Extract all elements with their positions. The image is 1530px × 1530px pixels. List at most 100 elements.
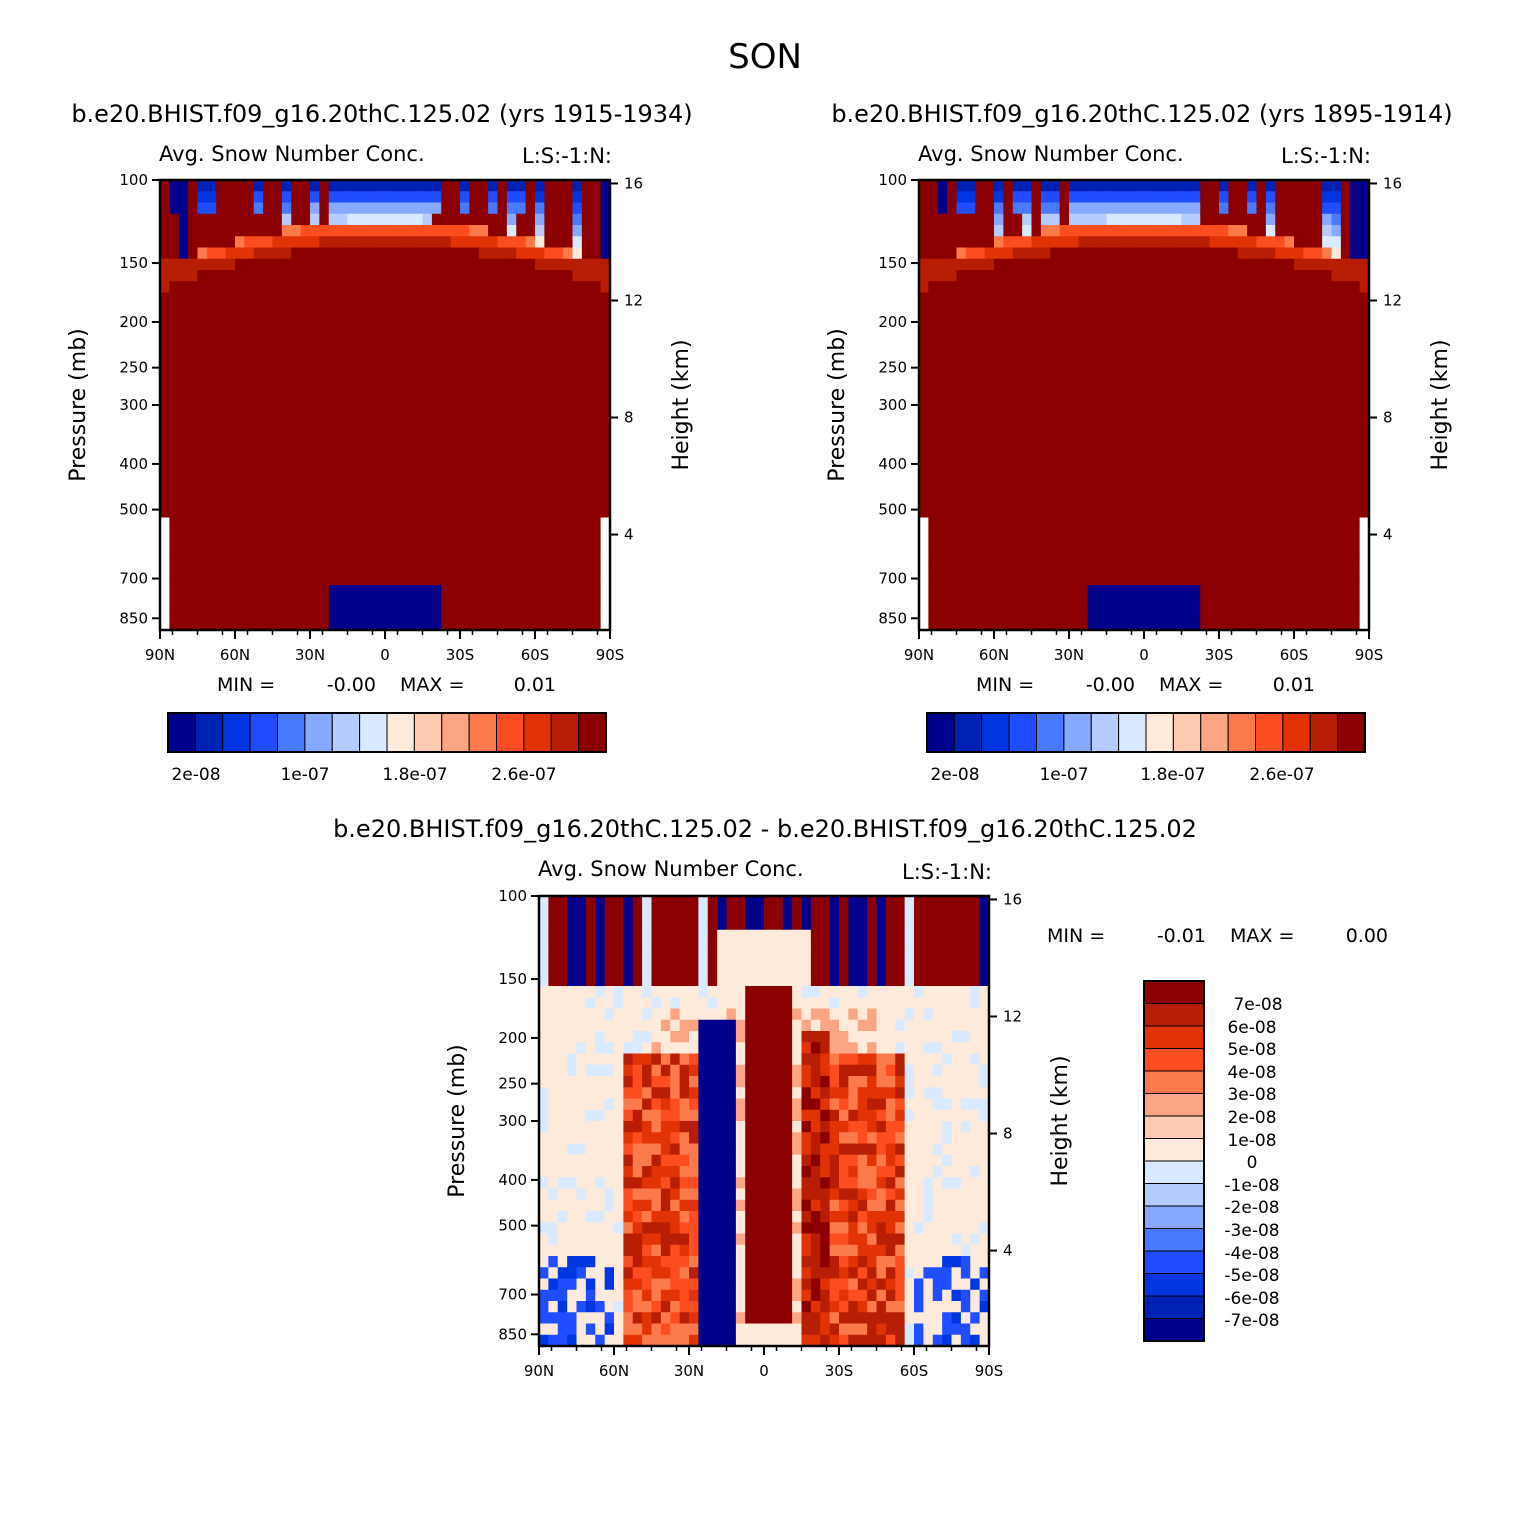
contour-cell [506, 585, 517, 597]
contour-cell [1069, 483, 1079, 496]
contour-cell [1078, 213, 1089, 226]
contour-cell [1059, 191, 1070, 204]
contour-cell [188, 382, 199, 395]
contour-cell [735, 1278, 746, 1291]
contour-cell [1181, 495, 1192, 507]
contour-cell [169, 483, 180, 496]
contour-cell [553, 573, 564, 586]
contour-cell [919, 618, 929, 631]
contour-cell [928, 303, 939, 316]
contour-cell [319, 348, 330, 361]
contour-cell [1359, 236, 1370, 249]
contour-cell [1003, 326, 1014, 339]
contour-cell [754, 1301, 765, 1313]
contour-cell [253, 292, 264, 305]
contour-cell [478, 495, 489, 507]
contour-cell [919, 360, 929, 372]
contour-cell [919, 472, 929, 485]
contour-cell [595, 1278, 606, 1291]
contour-cell [1340, 191, 1351, 204]
contour-cell [1050, 326, 1061, 339]
contour-cell [553, 528, 564, 541]
contour-cell [1219, 225, 1229, 237]
contour-cell [965, 348, 976, 361]
contour-cell [253, 202, 264, 215]
contour-cell [422, 472, 433, 485]
contour-cell [160, 236, 170, 249]
contour-cell [1106, 551, 1117, 564]
contour-cell [1087, 382, 1098, 395]
contour-cell [188, 472, 199, 485]
contour-cell [366, 573, 377, 586]
contour-cell [1294, 618, 1304, 631]
contour-cell [516, 270, 527, 282]
contour-cell [1359, 360, 1370, 372]
contour-cell [1294, 562, 1304, 575]
contour-cell [642, 1244, 653, 1257]
contour-cell [478, 213, 489, 226]
contour-cell [1040, 416, 1051, 429]
contour-cell [525, 281, 536, 294]
contour-cell [947, 191, 958, 204]
contour-cell [178, 382, 189, 395]
contour-cell [726, 1109, 737, 1122]
contour-cell [244, 303, 255, 316]
contour-cell [1303, 191, 1314, 204]
contour-cell [735, 1256, 746, 1268]
contour-cell [1312, 416, 1323, 429]
contour-cell [642, 1323, 653, 1336]
contour-cell [614, 1166, 624, 1178]
contour-cell [1012, 551, 1023, 564]
contour-cell [670, 918, 681, 931]
x-tick-label: 30S [1205, 646, 1234, 664]
contour-cell [947, 371, 958, 384]
contour-cell [1134, 495, 1145, 507]
contour-cell [478, 450, 489, 462]
contour-cell [984, 315, 995, 327]
contour-cell [670, 929, 681, 942]
contour-cell [557, 1008, 568, 1021]
contour-cell [1003, 258, 1014, 271]
contour-cell [1031, 562, 1042, 575]
contour-cell [310, 450, 320, 462]
contour-cell [1312, 382, 1323, 395]
contour-cell [366, 393, 377, 406]
contour-cell [366, 303, 377, 316]
contour-cell [431, 360, 442, 372]
contour-cell [1303, 528, 1314, 541]
contour-cell [1284, 472, 1295, 485]
contour-cell [1228, 281, 1239, 294]
contour-cell [1190, 326, 1201, 339]
contour-cell [548, 1188, 559, 1201]
contour-cell [539, 1256, 549, 1268]
contour-cell [581, 281, 592, 294]
contour-cell [1359, 528, 1370, 541]
contour-cell [347, 202, 358, 215]
contour-cell [300, 281, 311, 294]
contour-cell [1350, 573, 1361, 586]
contour-cell [553, 191, 564, 204]
contour-cell [1294, 281, 1304, 294]
colorbar-swatch [1118, 712, 1147, 753]
contour-cell [497, 180, 508, 192]
contour-cell [272, 517, 283, 530]
contour-cell [413, 506, 424, 519]
contour-cell [160, 225, 170, 237]
contour-cell [604, 1312, 615, 1325]
contour-cell [1190, 472, 1201, 485]
contour-cell [707, 963, 718, 976]
contour-cell [1134, 506, 1145, 519]
contour-cell [956, 303, 967, 316]
x-tick-label: 60S [521, 646, 550, 664]
contour-cell [375, 596, 386, 609]
contour-cell [928, 585, 939, 597]
contour-cell [623, 1267, 634, 1280]
contour-cell [735, 1121, 746, 1133]
contour-cell [1087, 607, 1098, 620]
contour-cell [188, 585, 199, 597]
contour-cell [553, 371, 564, 384]
contour-cell [1144, 450, 1154, 462]
contour-cell [975, 382, 986, 395]
contour-cell [535, 382, 545, 395]
contour-cell [557, 1143, 568, 1156]
